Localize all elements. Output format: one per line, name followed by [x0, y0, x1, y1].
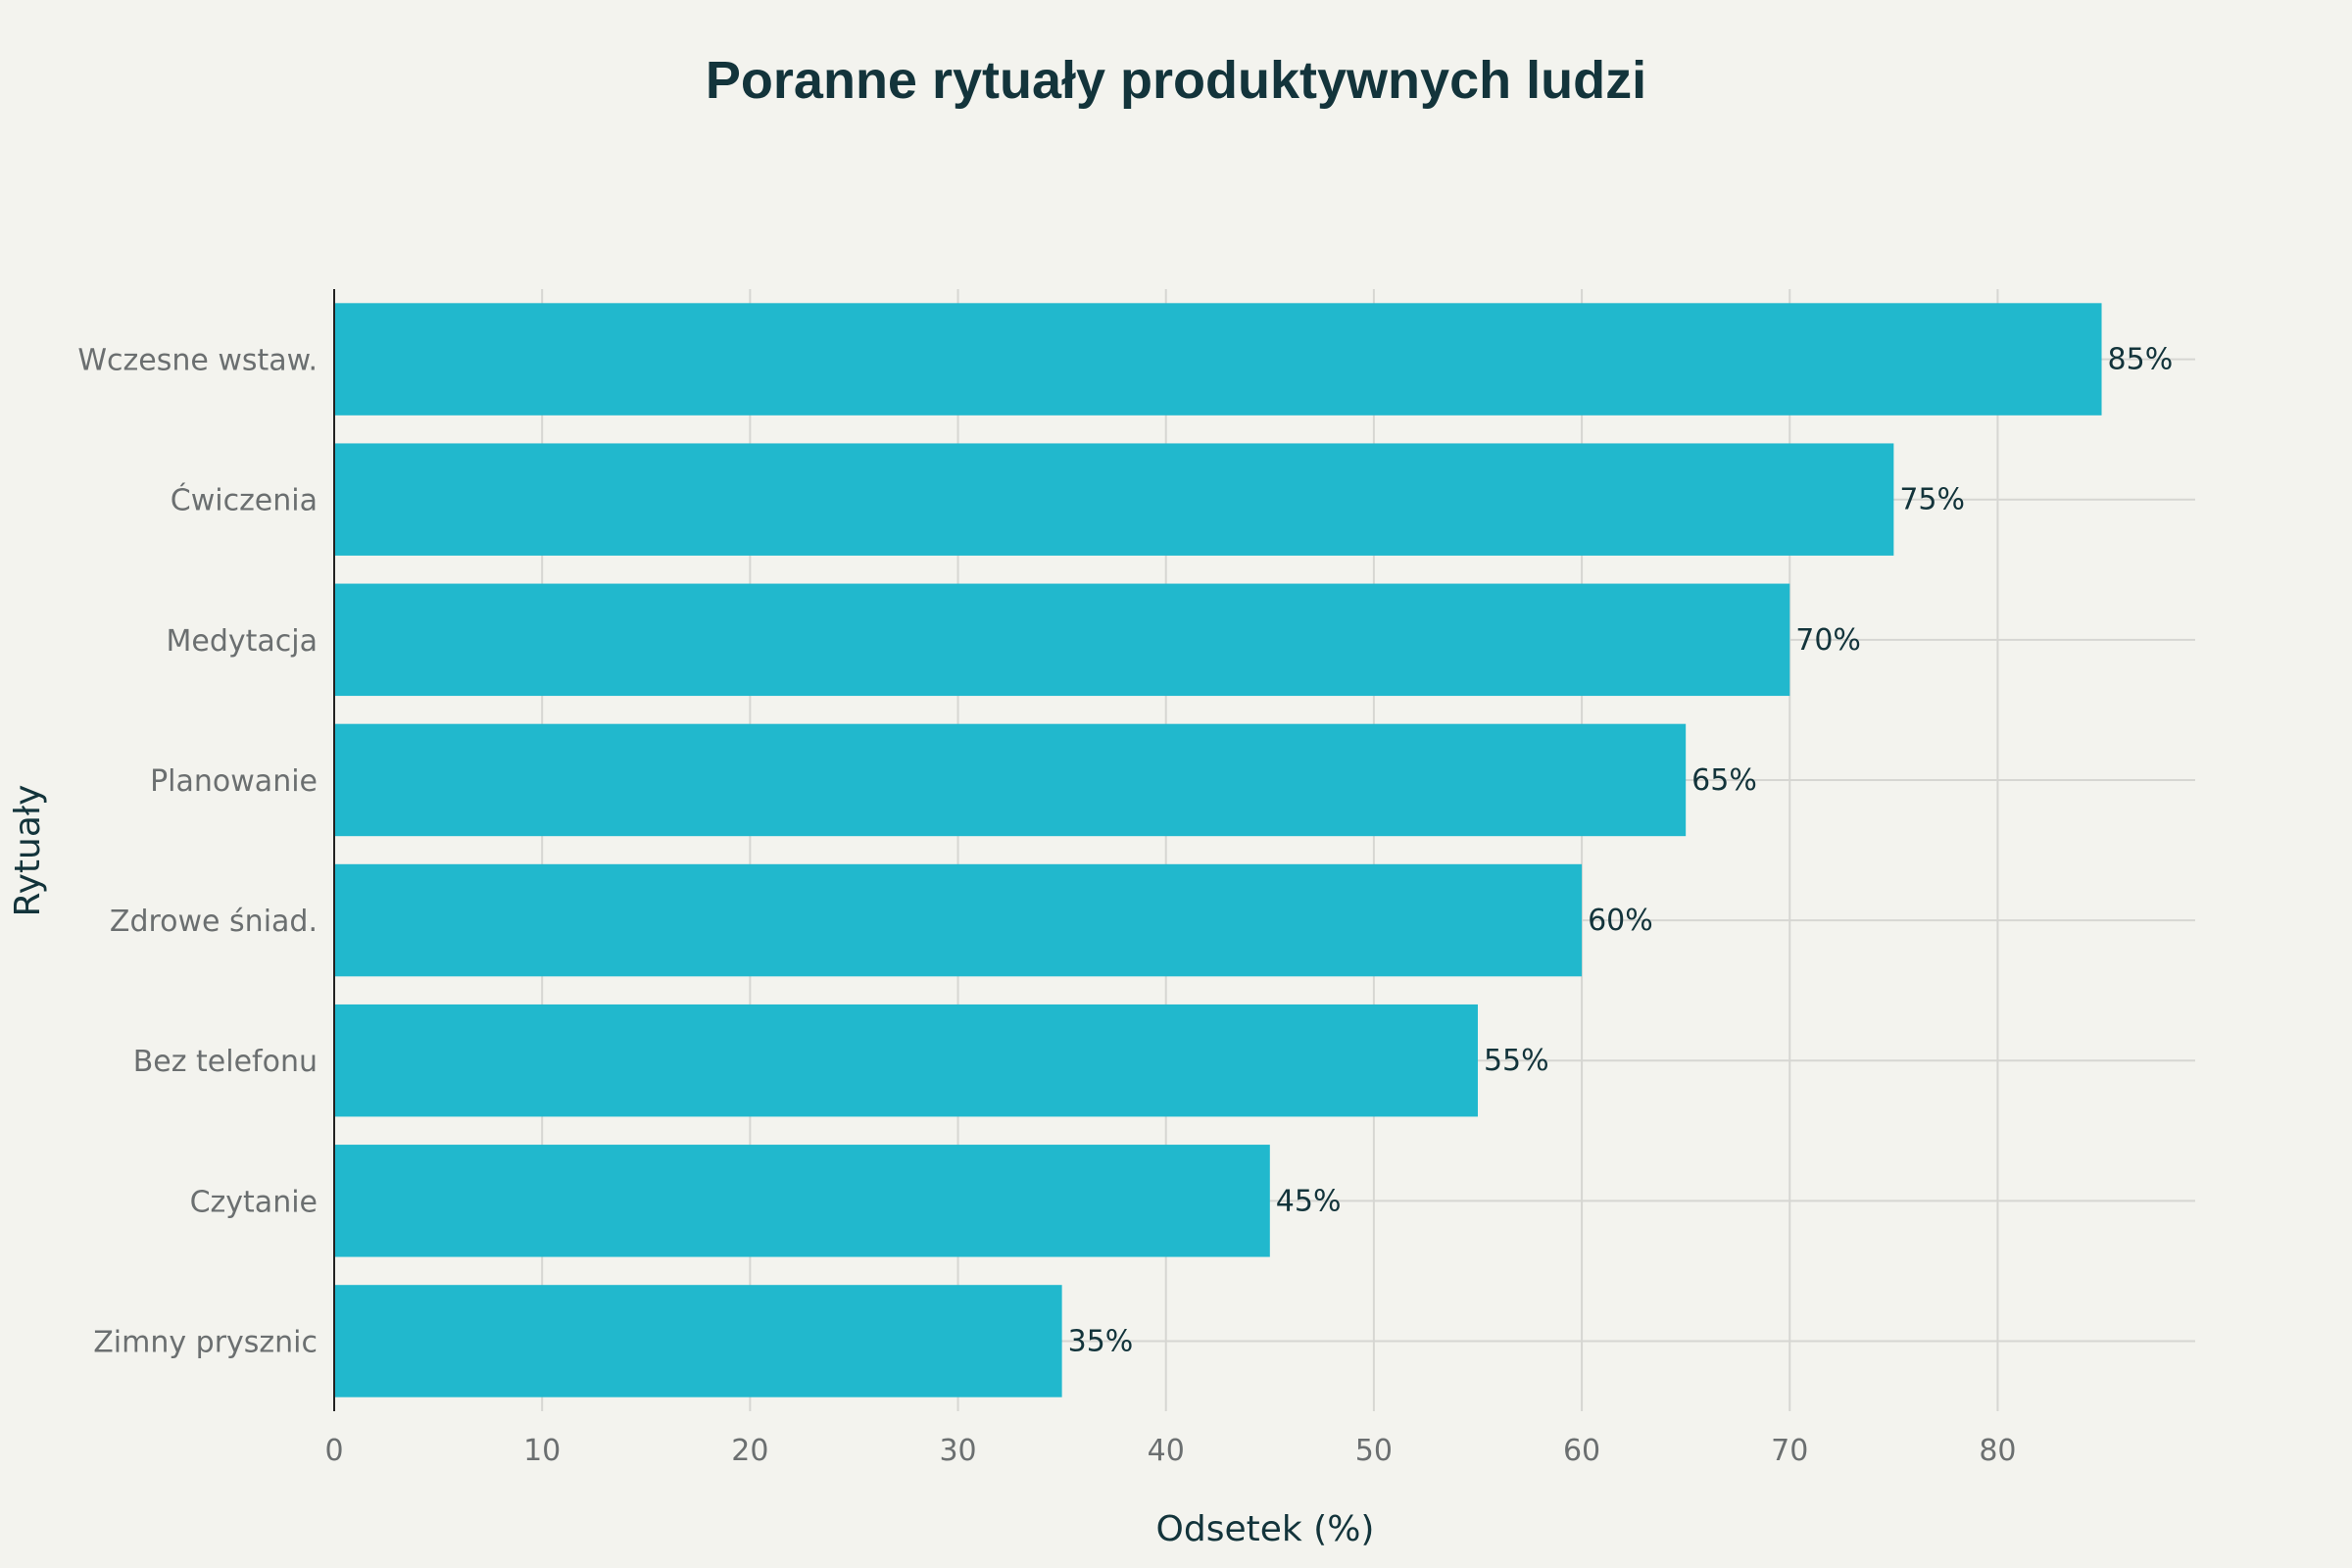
- x-tick-labels: 0 10 20 30 40 50 60 70 80: [324, 1434, 2016, 1468]
- category-label: Bez telefonu: [133, 1045, 318, 1079]
- category-label: Czytanie: [190, 1185, 318, 1219]
- category-label: Medytacja: [167, 624, 318, 659]
- category-labels: Wczesne wstaw. Ćwiczenia Medytacja Planowan…: [77, 344, 318, 1360]
- value-label: 60%: [1588, 904, 1653, 938]
- value-labels: 85% 75% 70% 65% 60% 55% 45% 35%: [1068, 343, 2174, 1359]
- bar: [334, 1145, 1270, 1257]
- bar: [334, 723, 1687, 837]
- y-axis-title: Rytuały: [8, 785, 48, 917]
- x-tick-label: 10: [523, 1434, 561, 1468]
- x-axis-title: Odsetek (%): [1156, 1509, 1375, 1549]
- x-tick-label: 80: [1979, 1434, 2016, 1468]
- value-label: 65%: [1691, 763, 1757, 798]
- x-tick-label: 40: [1148, 1434, 1185, 1468]
- bar: [334, 303, 2102, 416]
- bar: [334, 443, 1894, 556]
- bar: [334, 863, 1583, 977]
- value-label: 45%: [1276, 1184, 1342, 1218]
- bars: [334, 303, 2102, 1397]
- x-tick-label: 20: [731, 1434, 768, 1468]
- x-tick-label: 50: [1355, 1434, 1393, 1468]
- category-label: Zdrowe śniad.: [110, 905, 318, 939]
- value-label: 70%: [1795, 623, 1861, 658]
- x-tick-label: 30: [939, 1434, 976, 1468]
- value-label: 75%: [1899, 483, 1965, 517]
- category-label: Ćwiczenia: [171, 482, 318, 518]
- category-label: Planowanie: [150, 764, 318, 799]
- category-label: Zimny prysznic: [93, 1325, 318, 1359]
- bar: [334, 583, 1790, 697]
- category-label: Wczesne wstaw.: [77, 344, 318, 378]
- value-label: 35%: [1068, 1324, 1134, 1358]
- chart-title: Poranne rytuały produktywnych ludzi: [706, 51, 1646, 110]
- x-tick-label: 0: [324, 1434, 343, 1468]
- value-label: 85%: [2108, 343, 2174, 377]
- bar: [334, 1004, 1478, 1117]
- x-tick-label: 70: [1771, 1434, 1808, 1468]
- bar: [334, 1285, 1062, 1397]
- value-label: 55%: [1484, 1044, 1549, 1078]
- x-tick-label: 60: [1563, 1434, 1600, 1468]
